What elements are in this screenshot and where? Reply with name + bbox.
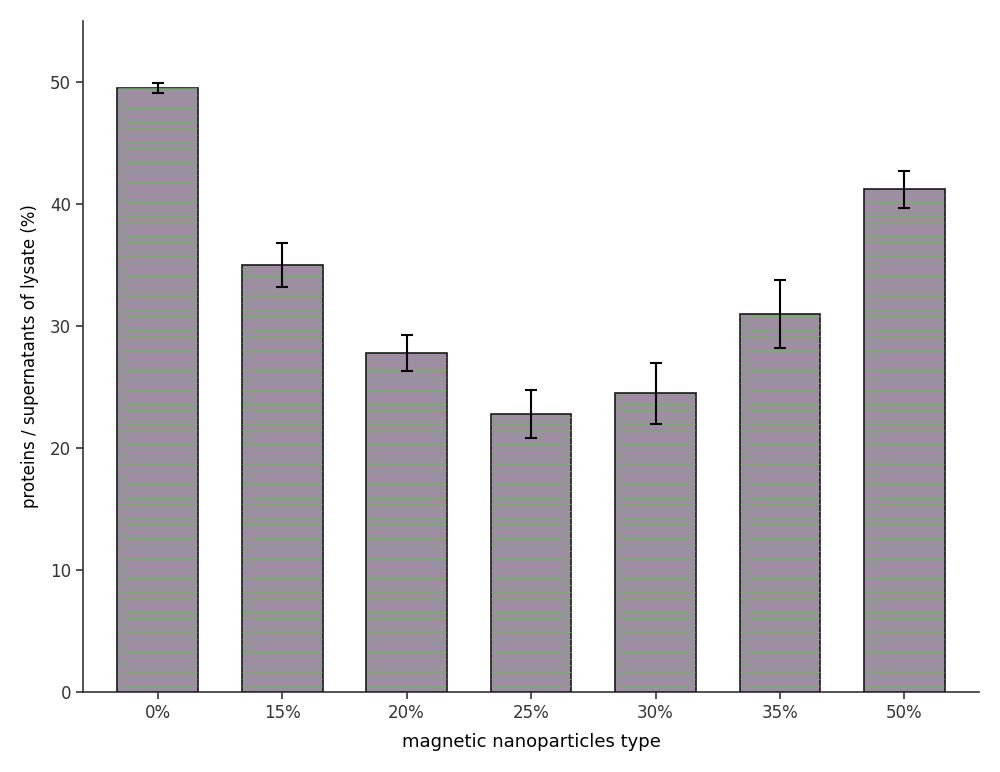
Y-axis label: proteins / supernatants of lysate (%): proteins / supernatants of lysate (%) bbox=[21, 205, 39, 509]
Bar bbox=[366, 353, 447, 692]
Bar bbox=[117, 88, 198, 692]
Bar bbox=[491, 414, 571, 692]
Bar bbox=[615, 393, 696, 692]
X-axis label: magnetic nanoparticles type: magnetic nanoparticles type bbox=[402, 733, 660, 751]
Bar bbox=[864, 189, 945, 692]
Bar bbox=[740, 313, 820, 692]
Bar bbox=[242, 265, 323, 692]
